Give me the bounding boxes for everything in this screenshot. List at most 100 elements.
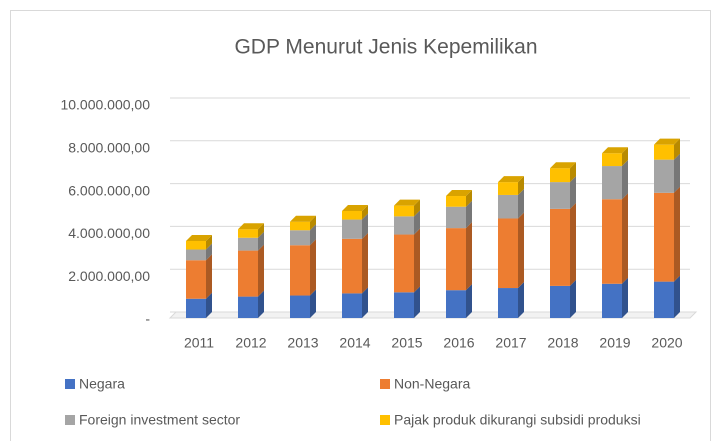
bar-side [674, 153, 680, 193]
bar-segment [446, 284, 472, 318]
bar-front [446, 196, 466, 207]
bar-segment [550, 202, 576, 286]
bar-side [310, 215, 316, 231]
bar-side [258, 223, 264, 238]
bar-front [238, 229, 258, 238]
bar-side [258, 231, 264, 251]
legend-label: Pajak produk dikurangi subsidi produksi [394, 412, 641, 428]
bar-side [466, 200, 472, 229]
bar-side [362, 232, 368, 294]
bar-side [518, 176, 524, 195]
bar-side [414, 199, 420, 217]
bar-front [446, 290, 466, 318]
bar-front [654, 144, 674, 160]
legend-swatch [380, 379, 390, 389]
bar-front [186, 298, 206, 318]
bar-front [654, 281, 674, 318]
bar-front [394, 234, 414, 293]
bar-side [414, 228, 420, 293]
bar-front [186, 249, 206, 261]
bar-front [186, 240, 206, 250]
bar-side [570, 176, 576, 209]
bar-top [342, 205, 368, 211]
y-tick-label: - [145, 311, 150, 327]
bar-front [290, 221, 310, 231]
bar-front [342, 219, 362, 239]
bar-side [310, 289, 316, 318]
y-tick-label: 8.000.000,00 [68, 140, 150, 156]
bar-front [290, 230, 310, 246]
bar-side [414, 286, 420, 318]
bar-segment [602, 277, 628, 318]
bar-side [362, 205, 368, 220]
bar-segment [654, 275, 680, 318]
bar-segment [550, 162, 576, 183]
bar-segment [394, 286, 420, 318]
bar-segment [186, 254, 212, 299]
x-tick-label: 2011 [184, 335, 214, 351]
bar-side [674, 275, 680, 318]
y-tick-label: 2.000.000,00 [68, 268, 150, 284]
bar-top [498, 176, 524, 183]
bar-segment [186, 292, 212, 318]
bar-front [394, 205, 414, 217]
bar-front [446, 206, 466, 229]
legend-swatch [65, 379, 75, 389]
bar-segment [290, 215, 316, 231]
bar-front [602, 199, 622, 284]
bar-top [394, 199, 420, 206]
bar-segment [290, 224, 316, 246]
x-tick-label: 2020 [651, 335, 682, 351]
bar-side [518, 188, 524, 219]
legend-swatch [380, 415, 390, 425]
bar-segment [654, 138, 680, 160]
bar-segment [602, 160, 628, 200]
bar-segment [446, 222, 472, 291]
bar-segment [498, 188, 524, 219]
bar-side [518, 212, 524, 289]
bar-front [654, 159, 674, 193]
bar-top [550, 162, 576, 169]
x-tick-label: 2012 [235, 335, 266, 351]
bar-side [518, 282, 524, 318]
chart-title: GDP Menurut Jenis Kepemilikan [234, 36, 537, 59]
bar-segment [342, 287, 368, 318]
y-tick-label: 6.000.000,00 [68, 182, 150, 198]
bar-front [342, 238, 362, 294]
bar-segment [654, 186, 680, 282]
bar-side [206, 234, 212, 250]
bar-front [394, 292, 414, 318]
bar-segment [602, 193, 628, 284]
bar-segment [498, 176, 524, 195]
bar-front [602, 153, 622, 167]
bar-side [258, 290, 264, 318]
legend-label: Negara [79, 376, 125, 392]
bar-top [290, 215, 316, 222]
x-tick-label: 2019 [599, 335, 630, 351]
bar-top [238, 223, 264, 230]
bar-segment [446, 190, 472, 207]
bar-side [674, 138, 680, 160]
x-tick-label: 2015 [391, 335, 422, 351]
bar-segment [186, 243, 212, 261]
bar-front [602, 283, 622, 318]
bar-segment [290, 239, 316, 296]
bar-segment [654, 153, 680, 193]
bar-segment [498, 282, 524, 318]
bar-segment [342, 232, 368, 294]
bar-segment [394, 228, 420, 293]
bar-segment [394, 210, 420, 235]
bar-side [622, 160, 628, 200]
y-tick-label: 10.000.000,00 [60, 97, 150, 113]
x-tick-label: 2014 [339, 335, 370, 351]
legend-swatch [65, 415, 75, 425]
bar-segment [602, 147, 628, 167]
bar-front [342, 293, 362, 318]
bar-side [362, 213, 368, 239]
bar-front [550, 168, 570, 183]
bar-side [622, 193, 628, 284]
bar-side [674, 186, 680, 282]
y-tick-label: 4.000.000,00 [68, 225, 150, 241]
bar-side [310, 239, 316, 296]
